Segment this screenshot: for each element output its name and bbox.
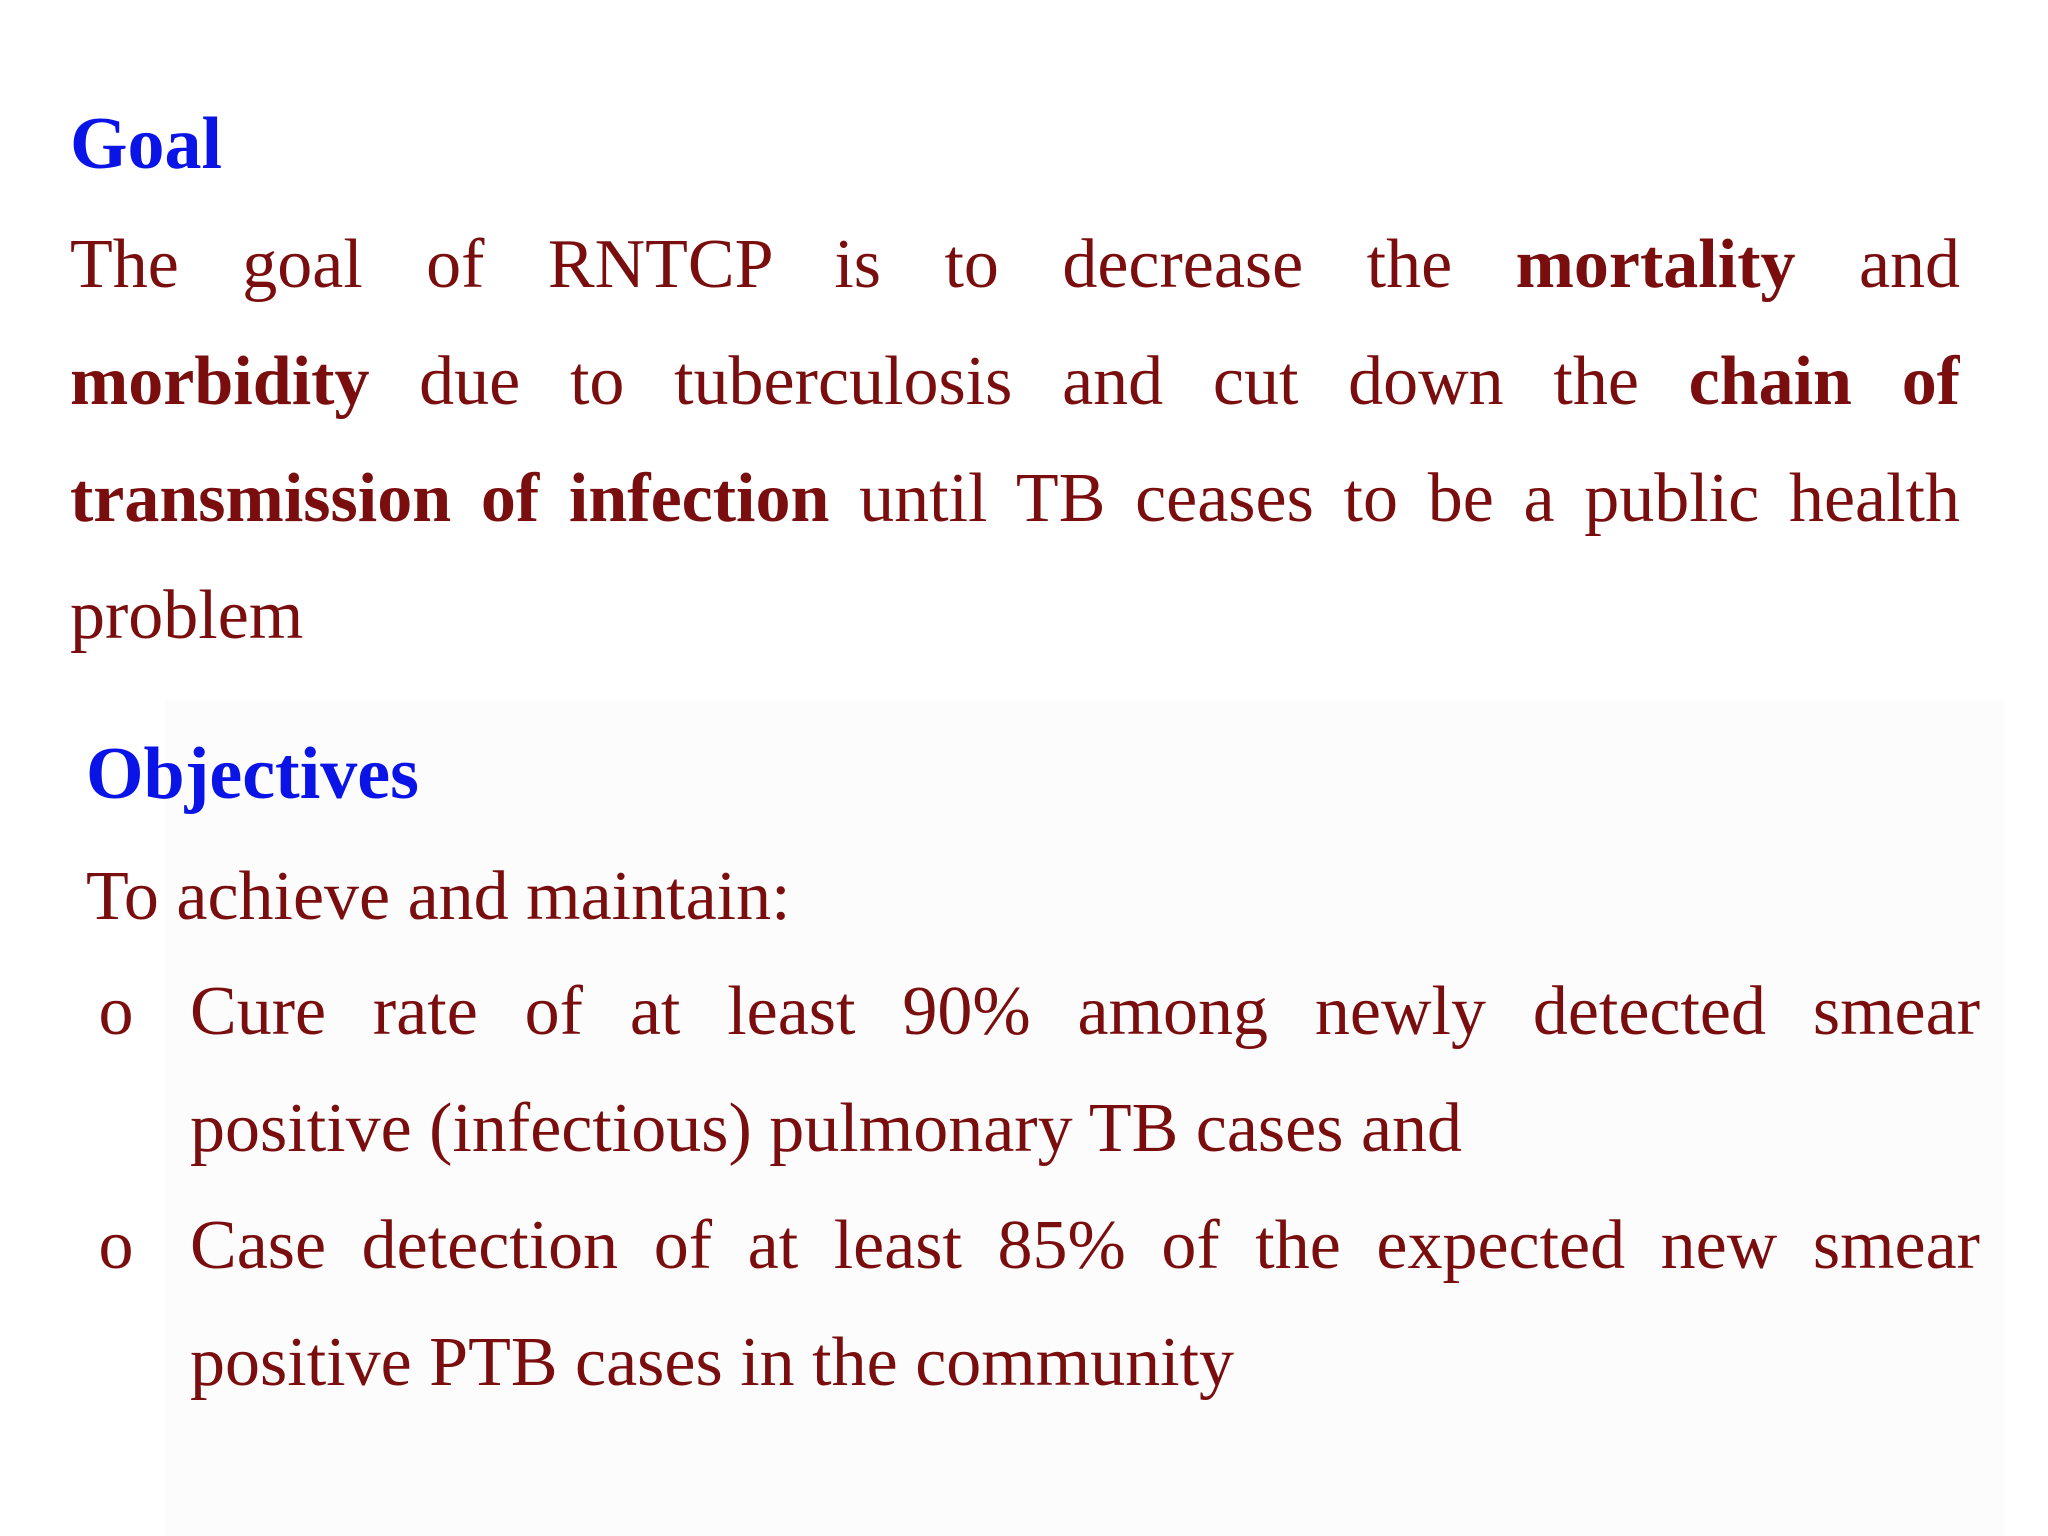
emphasis-transmission: transmission of infection — [70, 460, 830, 537]
emphasis-chain-of: chain of — [1688, 343, 1960, 420]
goal-line-4: problem — [70, 577, 304, 654]
background-panel — [165, 700, 2005, 1536]
objective-1-line-2: positive (infectious) pulmonary TB cases… — [190, 1090, 1463, 1167]
emphasis-mortality: mortality — [1515, 226, 1796, 303]
goal-line-3-text: until TB ceases to be a public health — [859, 460, 1960, 537]
objectives-intro-text: To achieve and maintain: — [86, 858, 791, 935]
goal-line-1-end: and — [1858, 226, 1960, 303]
objectives-intro: To achieve and maintain: — [86, 838, 1976, 955]
objectives-heading: Objectives — [86, 733, 419, 815]
objective-2-line-1: Case detection of at least 85% of the ex… — [190, 1207, 1980, 1284]
goal-line-3: transmission of infection until TB cease… — [70, 440, 1960, 557]
objective-item-1: Cure rate of at least 90% among newly de… — [190, 953, 1980, 1187]
bullet-icon: o — [98, 1207, 134, 1284]
emphasis-morbidity: morbidity — [70, 343, 370, 420]
goal-line-1: The goal of RNTCP is to decrease the mor… — [70, 206, 1960, 323]
goal-paragraph: The goal of RNTCP is to decrease the mor… — [70, 206, 1960, 674]
objective-item-2: Case detection of at least 85% of the ex… — [190, 1187, 1980, 1421]
goal-line-2: morbidity due to tuberculosis and cut do… — [70, 323, 1960, 440]
goal-line-2-text: due to tuberculosis and cut down the — [419, 343, 1639, 420]
goal-line-1-text: The goal of RNTCP is to decrease the — [70, 226, 1453, 303]
objective-1-line-1: Cure rate of at least 90% among newly de… — [190, 973, 1980, 1050]
objective-2-line-2: positive PTB cases in the community — [190, 1324, 1235, 1401]
bullet-icon: o — [98, 973, 134, 1050]
goal-heading: Goal — [70, 103, 223, 185]
